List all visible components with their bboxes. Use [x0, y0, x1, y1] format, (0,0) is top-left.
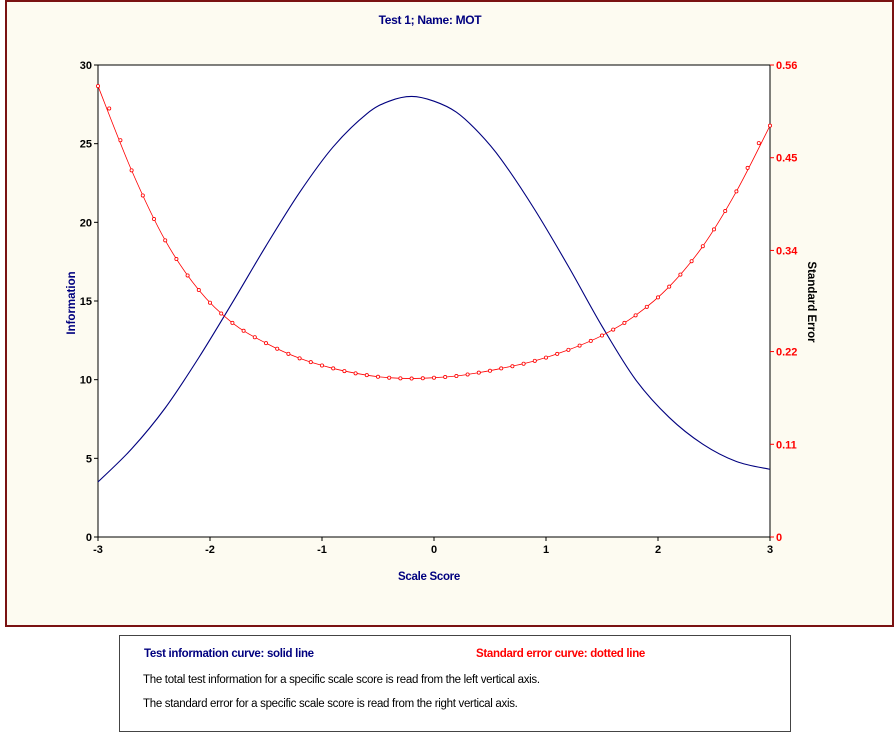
standard-error-marker [566, 347, 571, 352]
standard-error-marker [644, 304, 649, 309]
x-tick-label: 0 [431, 544, 437, 556]
standard-error-marker [756, 141, 761, 146]
standard-error-marker [353, 371, 358, 376]
standard-error-marker [600, 333, 605, 338]
standard-error-marker [454, 374, 459, 379]
x-axis-ticks: -3 -2 -1 0 1 2 3 [93, 537, 773, 556]
standard-error-marker [118, 138, 123, 143]
left-tick-label: 25 [80, 139, 92, 151]
legend-box: Test information curve: solid line Stand… [119, 635, 791, 732]
standard-error-marker [465, 372, 470, 377]
right-tick-label: 0.56 [776, 60, 797, 72]
chart-title: Test 1; Name: MOT [379, 13, 483, 27]
standard-error-marker [207, 300, 212, 305]
standard-error-marker [275, 346, 280, 351]
standard-error-marker [364, 373, 369, 378]
standard-error-marker [409, 376, 414, 381]
legend-se-title: Standard error curve: dotted line [476, 648, 646, 660]
standard-error-marker [286, 351, 291, 356]
standard-error-marker [667, 284, 672, 289]
right-axis-label: Standard Error [805, 261, 817, 343]
standard-error-marker [768, 123, 773, 128]
standard-error-marker [342, 369, 347, 374]
chart-frame: Test 1; Name: MOT 0 5 10 15 20 25 30 0 0.11 0.22… [5, 0, 894, 627]
standard-error-marker [510, 364, 515, 369]
standard-error-marker [443, 375, 448, 380]
standard-error-marker [263, 341, 268, 346]
standard-error-marker [499, 366, 504, 371]
left-tick-label: 0 [86, 532, 92, 544]
standard-error-marker [375, 374, 380, 379]
series-layer [96, 84, 773, 483]
left-tick-label: 10 [80, 375, 92, 387]
standard-error-marker [588, 338, 593, 343]
standard-error-marker [140, 193, 145, 198]
x-tick-label: 3 [767, 544, 773, 556]
standard-error-marker [712, 227, 717, 232]
right-tick-label: 0.45 [776, 153, 797, 165]
x-tick-label: 1 [543, 544, 549, 556]
standard-error-marker [611, 327, 616, 332]
standard-error-marker [196, 288, 201, 293]
standard-error-marker [633, 313, 638, 318]
x-axis-label: Scale Score [398, 571, 460, 583]
standard-error-marker [678, 272, 683, 277]
standard-error-marker [700, 244, 705, 249]
standard-error-marker [319, 363, 324, 368]
legend-line-info: The total test information for a specifi… [143, 674, 540, 686]
standard-error-marker [431, 375, 436, 380]
standard-error-marker [219, 311, 224, 316]
left-tick-label: 15 [80, 296, 92, 308]
standard-error-marker [577, 343, 582, 348]
left-tick-label: 20 [80, 217, 92, 229]
standard-error-marker [185, 273, 190, 278]
standard-error-marker [734, 189, 739, 194]
standard-error-marker [555, 351, 560, 356]
standard-error-marker [308, 360, 313, 365]
x-tick-label: 2 [655, 544, 661, 556]
standard-error-marker [107, 106, 112, 111]
standard-error-marker [532, 358, 537, 363]
left-axis-label: Information [66, 271, 78, 334]
standard-error-marker [297, 356, 302, 361]
standard-error-marker [96, 84, 101, 89]
standard-error-marker [387, 375, 392, 380]
plot-area [97, 64, 771, 538]
standard-error-marker [174, 257, 179, 262]
standard-error-marker [622, 320, 627, 325]
standard-error-marker [151, 217, 156, 222]
right-tick-label: 0 [776, 532, 782, 544]
standard-error-marker [398, 376, 403, 381]
standard-error-marker [129, 168, 134, 173]
left-tick-label: 30 [80, 60, 92, 72]
right-axis-ticks: 0 0.11 0.22 0.34 0.45 0.56 [770, 60, 798, 544]
information-curve [97, 95, 771, 483]
standard-error-marker [420, 376, 425, 381]
standard-error-marker [487, 368, 492, 373]
standard-error-marker [689, 259, 694, 264]
standard-error-marker [476, 370, 481, 375]
x-tick-label: -3 [93, 544, 103, 556]
legend-line-se: The standard error for a specific scale … [143, 698, 518, 710]
right-tick-label: 0.34 [776, 245, 798, 257]
legend-info-title: Test information curve: solid line [144, 648, 314, 660]
standard-error-marker [163, 238, 168, 243]
standard-error-marker [241, 328, 246, 333]
left-tick-label: 5 [86, 453, 92, 465]
standard-error-marker [230, 320, 235, 325]
standard-error-marker [331, 366, 336, 371]
right-tick-label: 0.22 [776, 347, 797, 359]
standard-error-marker [745, 165, 750, 170]
left-axis-ticks: 0 5 10 15 20 25 30 [80, 60, 98, 544]
x-tick-label: -1 [317, 544, 327, 556]
standard-error-marker [544, 355, 549, 360]
x-tick-label: -2 [205, 544, 215, 556]
standard-error-marker [656, 295, 661, 300]
standard-error-marker [723, 209, 728, 214]
standard-error-marker [252, 335, 257, 340]
standard-error-marker [521, 361, 526, 366]
right-tick-label: 0.11 [776, 439, 797, 451]
